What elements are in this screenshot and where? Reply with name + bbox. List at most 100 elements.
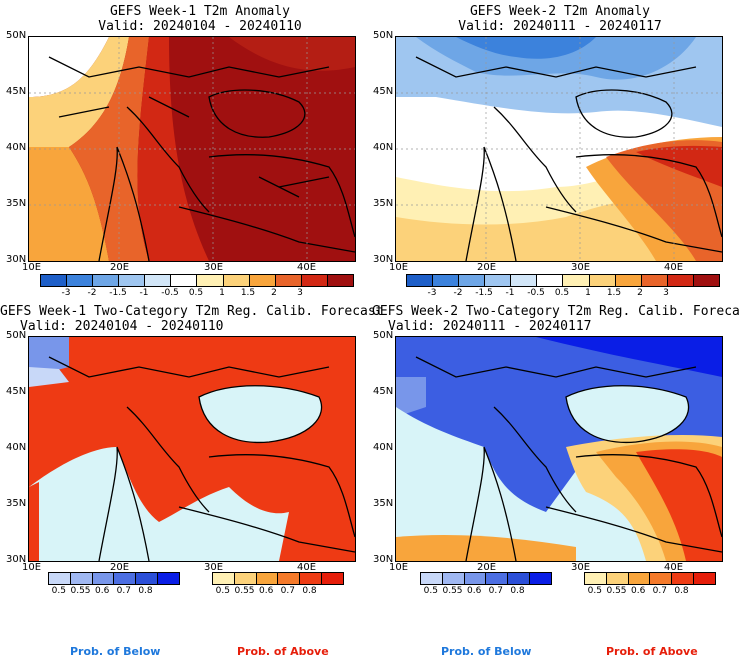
lat-label-35n-p1: 35N — [6, 198, 27, 209]
colorbar-tick-label: 0.5 — [51, 586, 66, 596]
colorbar-tick-label: 0.5 — [587, 586, 602, 596]
map-panel-week1-probability — [28, 336, 356, 562]
colorbar-tick-label: -0.5 — [527, 288, 545, 298]
colorbar-tick-label: 0.6 — [630, 586, 646, 596]
prob-below-colorbar-right — [420, 572, 552, 585]
prob-below-label-left: Prob. of Below — [70, 645, 161, 658]
prob-above-label-left: Prob. of Above — [237, 645, 329, 658]
colorbar-tick-label: 0.8 — [674, 586, 689, 596]
lat-label-50n-p1: 50N — [6, 30, 27, 41]
colorbar-swatch — [693, 573, 715, 584]
prob-below-colorbar-left — [48, 572, 180, 585]
colorbar-swatch — [49, 573, 70, 584]
prob-above-label-right: Prob. of Above — [606, 645, 698, 658]
colorbar-swatch — [463, 573, 486, 584]
colorbar-swatch — [326, 275, 353, 286]
map-week2-probability — [396, 337, 722, 561]
colorbar-swatch — [614, 275, 641, 286]
colorbar-swatch — [113, 573, 136, 584]
lon-label-20e-p4: 20E — [477, 562, 497, 573]
colorbar-swatch — [585, 573, 606, 584]
colorbar-swatch — [41, 275, 67, 286]
colorbar-swatch — [484, 275, 511, 286]
colorbar-swatch — [441, 573, 464, 584]
lat-label-50n-p3: 50N — [6, 330, 27, 341]
lon-label-40e-p1: 40E — [297, 262, 317, 273]
lon-label-10e-p2: 10E — [389, 262, 409, 273]
anomaly-colorbar-right — [406, 274, 720, 287]
lat-label-30n-p3: 30N — [6, 554, 27, 565]
colorbar-tick-label: 0.5 — [188, 288, 204, 298]
colorbar-tick-label: 1.5 — [606, 288, 622, 298]
colorbar-swatch — [92, 275, 119, 286]
panel4-title-line1: GEFS Week-2 Two-Category T2m Reg. Calib.… — [372, 304, 740, 319]
colorbar-swatch — [407, 275, 433, 286]
colorbar-tick-label: -1.5 — [109, 288, 127, 298]
colorbar-swatch — [144, 275, 171, 286]
lon-label-40e-p2: 40E — [664, 262, 684, 273]
colorbar-swatch — [510, 275, 537, 286]
lat-label-50n-p4: 50N — [373, 330, 394, 341]
colorbar-tick-label: 0.8 — [138, 586, 153, 596]
colorbar-swatch — [196, 275, 223, 286]
lat-label-45n-p1: 45N — [6, 86, 27, 97]
colorbar-swatch — [671, 573, 694, 584]
prob-above-colorbar-right — [584, 572, 716, 585]
colorbar-tick-label: 0.55 — [70, 586, 91, 596]
colorbar-tick-label: 0.5 — [215, 586, 230, 596]
lat-label-30n-p1: 30N — [6, 254, 27, 265]
lat-label-35n-p4: 35N — [373, 498, 394, 509]
lon-label-20e-p2: 20E — [477, 262, 497, 273]
colorbar-tick-label: 0.7 — [488, 586, 503, 596]
map-panel-week1-anomaly — [28, 36, 356, 262]
colorbar-tick-label: -1 — [139, 288, 149, 298]
colorbar-tick-label: -1 — [505, 288, 515, 298]
lat-label-45n-p4: 45N — [373, 386, 394, 397]
colorbar-swatch — [233, 573, 256, 584]
colorbar-tick-label: 1 — [219, 288, 225, 298]
colorbar-tick-label: 2 — [271, 288, 277, 298]
lat-label-40n-p1: 40N — [6, 142, 27, 153]
lat-label-40n-p3: 40N — [6, 442, 27, 453]
map-week2-anomaly — [396, 37, 722, 261]
colorbar-swatch — [562, 275, 589, 286]
panel1-title-line2: Valid: 20240104 - 20240110 — [98, 19, 302, 34]
colorbar-swatch — [536, 275, 563, 286]
colorbar-swatch — [640, 275, 667, 286]
prob-above-colorbar-left — [212, 572, 344, 585]
lat-label-45n-p2: 45N — [373, 86, 394, 97]
colorbar-tick-label: 0.6 — [258, 586, 274, 596]
colorbar-swatch — [627, 573, 650, 584]
map-week1-anomaly — [29, 37, 355, 261]
colorbar-swatch — [118, 275, 145, 286]
colorbar-swatch — [321, 573, 343, 584]
colorbar-tick-label: 0.6 — [94, 586, 110, 596]
colorbar-tick-label: 1.5 — [240, 288, 256, 298]
colorbar-tick-label: 3 — [663, 288, 669, 298]
lat-label-30n-p4: 30N — [373, 554, 394, 565]
panel3-title-line1: GEFS Week-1 Two-Category T2m Reg. Calib.… — [0, 304, 384, 319]
colorbar-tick-label: -3 — [61, 288, 71, 298]
lon-label-30e-p4: 30E — [571, 562, 591, 573]
prob-below-label-right: Prob. of Below — [441, 645, 532, 658]
colorbar-swatch — [432, 275, 459, 286]
colorbar-tick-label: -1.5 — [475, 288, 493, 298]
colorbar-tick-label: 0.7 — [116, 586, 131, 596]
lat-label-35n-p3: 35N — [6, 498, 27, 509]
lat-label-45n-p3: 45N — [6, 386, 27, 397]
colorbar-swatch — [91, 573, 114, 584]
colorbar-tick-label: 3 — [297, 288, 303, 298]
colorbar-swatch — [485, 573, 508, 584]
colorbar-swatch — [213, 573, 234, 584]
panel3-title-line2: Valid: 20240104 - 20240110 — [20, 319, 224, 334]
colorbar-swatch — [605, 573, 628, 584]
colorbar-swatch — [692, 275, 719, 286]
colorbar-swatch — [248, 275, 275, 286]
lon-label-10e-p3: 10E — [22, 562, 42, 573]
lon-label-30e-p1: 30E — [204, 262, 224, 273]
colorbar-swatch — [529, 573, 551, 584]
lon-label-20e-p3: 20E — [110, 562, 130, 573]
panel3-title: GEFS Week-1 Two-Category T2m Reg. Calib.… — [0, 304, 384, 334]
lat-label-40n-p4: 40N — [373, 442, 394, 453]
lat-label-35n-p2: 35N — [373, 198, 394, 209]
